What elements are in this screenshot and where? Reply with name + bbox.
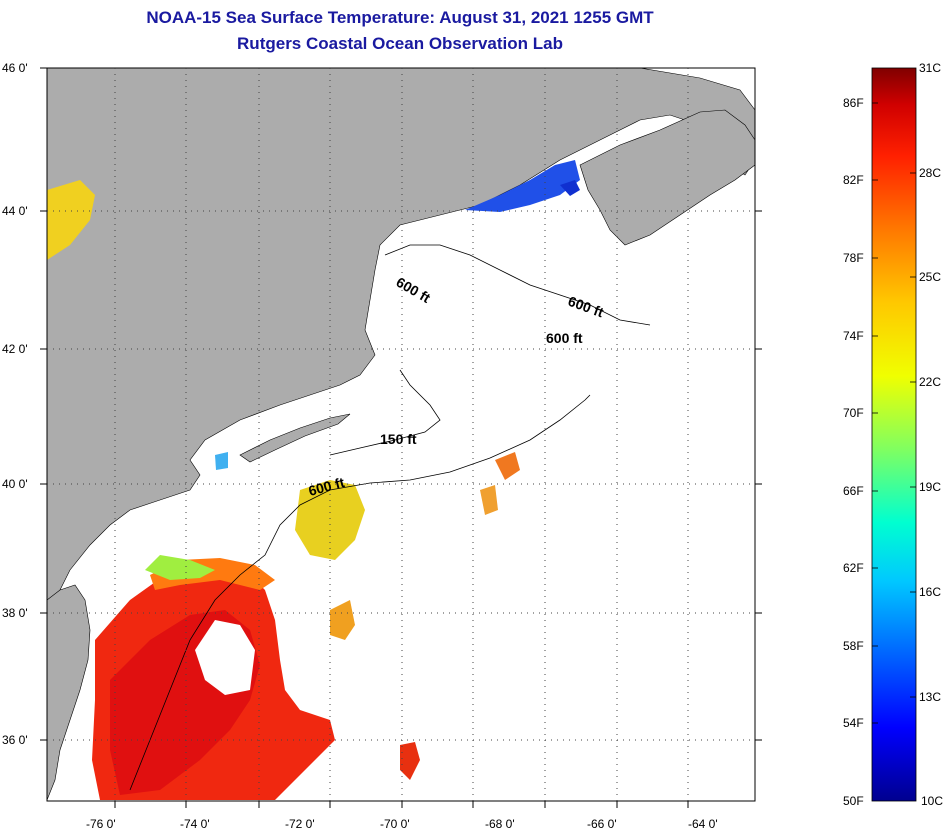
cloud-gap [195, 620, 255, 695]
delmarva-land [47, 584, 91, 801]
depth-contour-150ft [329, 369, 441, 456]
offshore-patch-yellow [295, 480, 365, 560]
map-plot-area [47, 68, 755, 801]
cbar-f-50: 50F [843, 794, 864, 808]
offshore-patch-red [400, 742, 420, 780]
cbar-f-78: 78F [843, 251, 864, 265]
lat-label-44: 44 0' [2, 204, 28, 218]
lat-label-36: 36 0' [2, 733, 28, 747]
map-subtitle: Rutgers Coastal Ocean Observation Lab [237, 34, 563, 53]
mid-water-green [145, 555, 215, 580]
cbar-c-19: 19C [919, 480, 941, 494]
inland-yellow-region [47, 180, 95, 260]
lat-label-38: 38 0' [2, 606, 28, 620]
cbar-c-10: 10C [921, 794, 943, 808]
colorbar-ticks [872, 102, 916, 724]
cbar-f-66: 66F [843, 484, 864, 498]
lat-label-42: 42 0' [2, 342, 28, 356]
offshore-patch-orange3 [480, 485, 498, 515]
cbar-c-13: 13C [919, 690, 941, 704]
gulf-of-maine-cold-core [560, 180, 580, 196]
lon-label-64: -64 0' [688, 817, 718, 831]
cbar-c-28: 28C [919, 166, 941, 180]
depth-contour-600ft-gulf [384, 244, 651, 326]
offshore-patch-orange2 [495, 452, 520, 480]
cbar-c-16: 16C [919, 585, 941, 599]
cbar-f-70: 70F [843, 406, 864, 420]
offshore-patch-orange [330, 600, 355, 640]
contour-label-600ft-c: 600 ft [546, 330, 583, 346]
axis-ticks [40, 67, 762, 808]
contour-label-150ft: 150 ft [380, 431, 417, 447]
cbar-c-31: 31C [919, 61, 941, 75]
cbar-f-86: 86F [843, 96, 864, 110]
lon-label-76: -76 0' [86, 817, 116, 831]
cbar-f-82: 82F [843, 173, 864, 187]
long-island-land [239, 413, 351, 463]
lon-label-74: -74 0' [180, 817, 210, 831]
depth-contour-600ft-shelf [129, 394, 591, 791]
lon-label-70: -70 0' [380, 817, 410, 831]
cbar-c-22: 22C [919, 375, 941, 389]
lon-label-72: -72 0' [285, 817, 315, 831]
cbar-f-74: 74F [843, 329, 864, 343]
cbar-f-58: 58F [843, 639, 864, 653]
lon-label-66: -66 0' [587, 817, 617, 831]
cbar-c-25: 25C [919, 270, 941, 284]
cbar-f-54: 54F [843, 716, 864, 730]
graticule [47, 68, 755, 801]
cape-cod-cold-water [215, 452, 228, 470]
map-frame [46, 67, 756, 802]
colorbar [871, 67, 917, 802]
cbar-f-62: 62F [843, 561, 864, 575]
lon-label-68: -68 0' [485, 817, 515, 831]
map-title: NOAA-15 Sea Surface Temperature: August … [146, 8, 654, 27]
gulf-of-maine-cold-water [465, 160, 580, 212]
lat-label-40: 40 0' [2, 477, 28, 491]
lat-label-46: 46 0' [2, 61, 28, 75]
